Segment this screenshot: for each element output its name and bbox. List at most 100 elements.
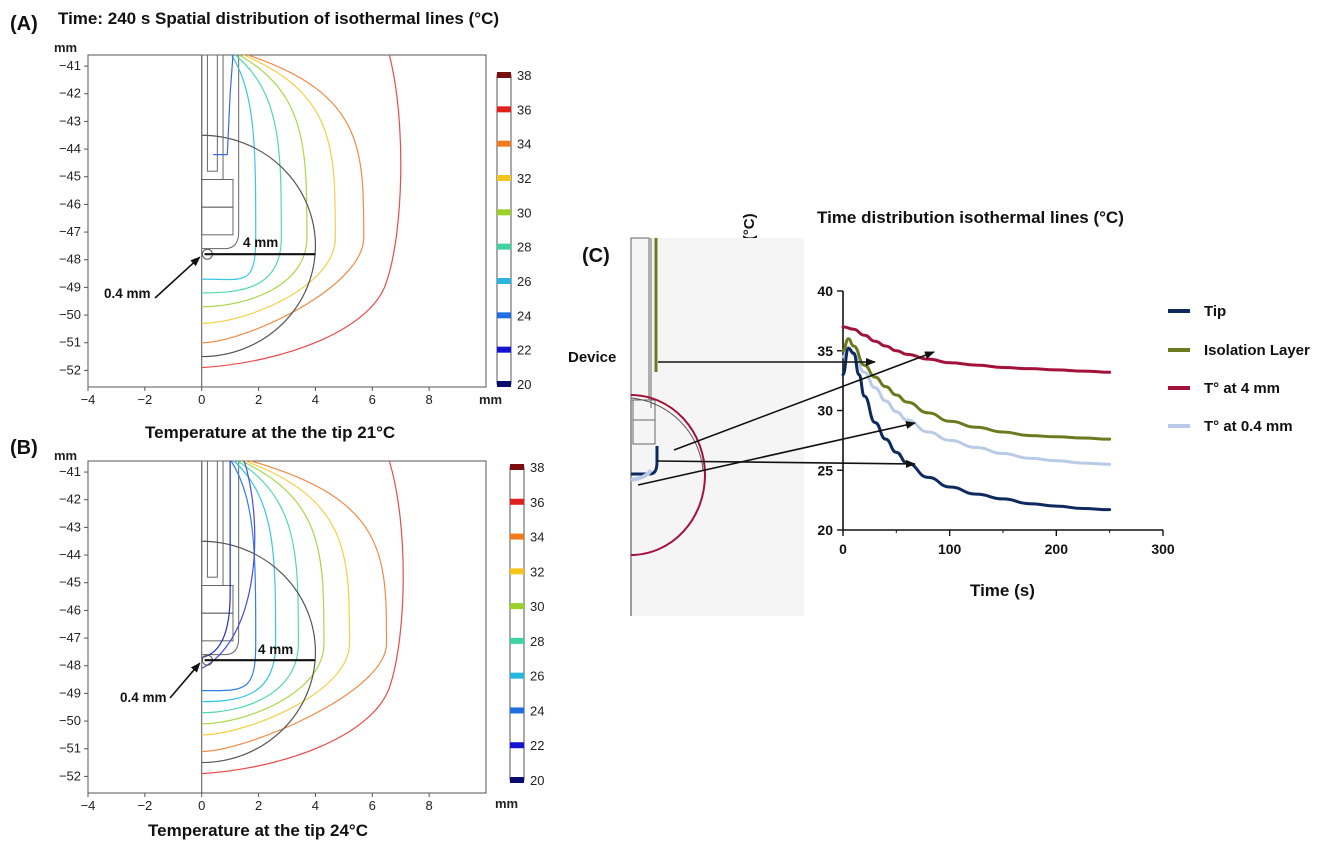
y-tick-label: −50 xyxy=(59,713,81,728)
panel-a-letter: (A) xyxy=(10,13,38,35)
isotherm-28 xyxy=(201,460,299,714)
colorbar-tick-label: 38 xyxy=(517,68,531,83)
panel-c-title: Time distribution isothermal lines (°C) xyxy=(817,208,1124,227)
arrow-t4mm xyxy=(673,351,935,451)
colorbar-tick-label: 36 xyxy=(530,495,544,510)
colorbar-swatch-24 xyxy=(510,707,524,714)
isotherm-34 xyxy=(201,54,365,344)
x-tick-label: 100 xyxy=(938,541,962,557)
panel-c-letter: (C) xyxy=(582,245,610,267)
isotherm-24 xyxy=(213,54,234,156)
panel-c-line-chart: 20 25 30 35 40 0 100 200 300 xyxy=(817,283,1174,557)
panel-b-colorbar: 38 36 34 32 30 28 26 24 22 20 xyxy=(509,460,544,788)
colorbar-swatch-22 xyxy=(497,346,511,353)
isotherm-30 xyxy=(201,54,308,308)
colorbar-swatch-28 xyxy=(497,243,511,250)
legend-label: T° at 0.4 mm xyxy=(1204,418,1293,435)
y-tick-label: 25 xyxy=(817,462,833,478)
panel-b-04mm-label: 0.4 mm xyxy=(120,690,167,705)
y-tick-label: −52 xyxy=(59,362,81,377)
device-outline-part xyxy=(201,206,234,236)
colorbar-swatch-30 xyxy=(497,209,511,216)
device-isothermal-arc xyxy=(630,397,704,471)
y-tick-label: −41 xyxy=(59,58,81,73)
colorbar-swatch-36 xyxy=(497,106,511,113)
legend-label: Isolation Layer xyxy=(1204,342,1310,359)
series-line-isolation-layer xyxy=(841,337,1112,441)
x-tick-label: 300 xyxy=(1151,541,1175,557)
y-tick-label: −46 xyxy=(59,602,81,617)
y-tick-label: 20 xyxy=(817,522,833,538)
isotherm-32 xyxy=(201,54,336,324)
device-tip-outline xyxy=(201,55,240,250)
device-outline-part xyxy=(201,612,234,642)
colorbar-swatch-26 xyxy=(510,672,524,679)
series-line-t-at-0-4-mm xyxy=(841,345,1112,466)
colorbar-tick-label: 20 xyxy=(517,377,531,392)
y-tick-label: 30 xyxy=(817,403,833,419)
y-tick-label: −47 xyxy=(59,630,81,645)
x-tick-label: 6 xyxy=(369,798,376,813)
isotherm-28 xyxy=(201,54,282,294)
device-outline-part xyxy=(206,54,218,172)
y-tick-label: −49 xyxy=(59,685,81,700)
panel-b-4mm-label: 4 mm xyxy=(258,642,293,657)
colorbar-tick-label: 38 xyxy=(530,460,544,475)
colorbar-swatch-36 xyxy=(510,498,524,505)
isotherm-36 xyxy=(201,54,402,369)
panel-a-plot-area: −4 −2 0 2 4 6 8 −41 −42 −43 −44 −45 −46 −47 −48 −49 −50 −… xyxy=(59,54,487,407)
device-body-lower xyxy=(632,419,656,445)
panel-a-x-unit: mm xyxy=(479,392,502,407)
y-tick-label: 40 xyxy=(817,283,833,299)
isotherm-26 xyxy=(201,54,257,281)
colorbar-swatch-26 xyxy=(497,278,511,284)
x-tick-label: 4 xyxy=(312,392,319,407)
colorbar-tick-label: 28 xyxy=(517,240,531,255)
x-tick-label: 8 xyxy=(426,392,433,407)
y-tick-label: −43 xyxy=(59,519,81,534)
y-tick-label: −45 xyxy=(59,575,81,590)
colorbar-tick-label: 32 xyxy=(517,171,531,186)
t4mm-arc xyxy=(630,394,706,556)
device-schematic xyxy=(630,237,804,616)
panel-b-plot-area: −4 −2 0 2 4 6 8 −41 −42 −43 −44 −45 −46 −47 −48 −49 −50 −… xyxy=(59,460,487,813)
isotherm-36 xyxy=(201,460,404,775)
colorbar-swatch-38 xyxy=(497,72,511,78)
panel-b: (B) mm mm Temperature at the tip 24°C −4… xyxy=(10,437,544,840)
plot-frame xyxy=(87,54,487,388)
arrow-tip xyxy=(656,459,916,468)
isotherm-24-inner xyxy=(201,460,256,670)
colorbar-tick-label: 22 xyxy=(517,343,531,358)
panel-a-caption: Temperature at the the tip 21°C xyxy=(145,423,395,442)
device-background xyxy=(630,238,804,616)
y-tick-label: −44 xyxy=(59,141,81,156)
isotherm-24 xyxy=(201,460,257,692)
arrow-04mm xyxy=(169,662,201,699)
y-tick-label: −42 xyxy=(59,86,81,101)
x-tick-label: −2 xyxy=(137,392,152,407)
series-line-tip xyxy=(841,346,1112,512)
colorbar-tick-label: 32 xyxy=(530,564,544,579)
colorbar-tick-label: 28 xyxy=(530,634,544,649)
colorbar-tick-label: 30 xyxy=(517,205,531,220)
panel-b-y-unit: mm xyxy=(54,448,77,463)
colorbar-swatch-34 xyxy=(497,140,511,147)
panel-a-title: Time: 240 s Spatial distribution of isot… xyxy=(58,9,499,28)
x-tick-label: 4 xyxy=(312,798,319,813)
arrow-04mm xyxy=(154,256,201,299)
y-tick-label: −44 xyxy=(59,547,81,562)
isotherm-34 xyxy=(201,460,388,753)
near-tip-zone xyxy=(630,468,653,482)
y-tick-label: −45 xyxy=(59,169,81,184)
y-tick-label: −48 xyxy=(59,252,81,267)
x-tick-label: 200 xyxy=(1045,541,1069,557)
panel-b-letter: (B) xyxy=(10,437,38,459)
panel-a-colorbar: 38 36 34 32 30 28 26 24 22 20 xyxy=(496,68,531,392)
y-tick-label: −41 xyxy=(59,464,81,479)
colorbar-swatch-20 xyxy=(510,777,524,783)
y-tick-label: −47 xyxy=(59,224,81,239)
colorbar-frame xyxy=(509,466,525,781)
y-tick-label: −48 xyxy=(59,658,81,673)
colorbar-tick-label: 22 xyxy=(530,738,544,753)
